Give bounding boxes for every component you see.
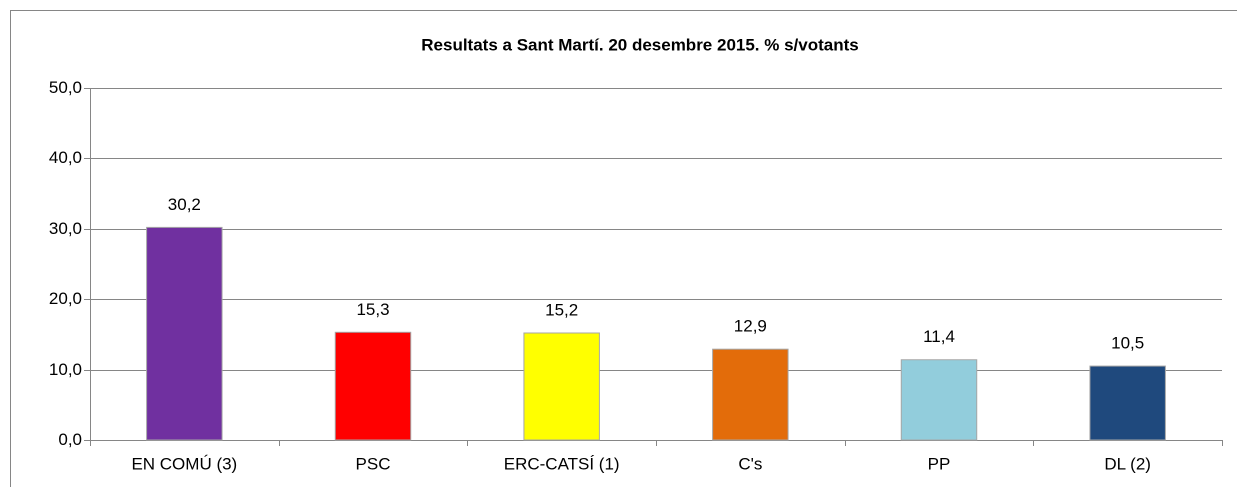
data-label: 11,4 bbox=[923, 327, 955, 346]
x-tick-label: EN COMÚ (3) bbox=[131, 454, 237, 473]
x-tick-label: DL (2) bbox=[1104, 454, 1151, 473]
bar bbox=[523, 332, 600, 441]
x-tick-label: PP bbox=[928, 454, 951, 473]
y-tick-label: 30,0 bbox=[49, 219, 82, 238]
bar bbox=[146, 226, 223, 441]
data-label: 12,9 bbox=[734, 317, 767, 336]
bar bbox=[334, 331, 412, 441]
y-tick-label: 50,0 bbox=[49, 78, 82, 97]
data-label: 30,2 bbox=[168, 195, 201, 214]
bar bbox=[712, 348, 789, 441]
bar bbox=[900, 359, 978, 441]
y-tick-label: 40,0 bbox=[49, 148, 82, 167]
data-label: 15,2 bbox=[545, 300, 578, 319]
chart-title: Resultats a Sant Martí. 20 desembre 2015… bbox=[421, 35, 858, 54]
y-tick-label: 20,0 bbox=[49, 289, 82, 308]
x-tick-label: PSC bbox=[356, 454, 391, 473]
x-tick-label: ERC-CATSÍ (1) bbox=[504, 454, 620, 473]
data-label: 10,5 bbox=[1111, 334, 1144, 353]
y-tick-label: 10,0 bbox=[49, 360, 82, 379]
data-label: 15,3 bbox=[356, 300, 389, 319]
bar bbox=[1089, 365, 1166, 441]
x-tick-label: C's bbox=[738, 454, 762, 473]
y-tick-label: 0,0 bbox=[58, 430, 82, 449]
